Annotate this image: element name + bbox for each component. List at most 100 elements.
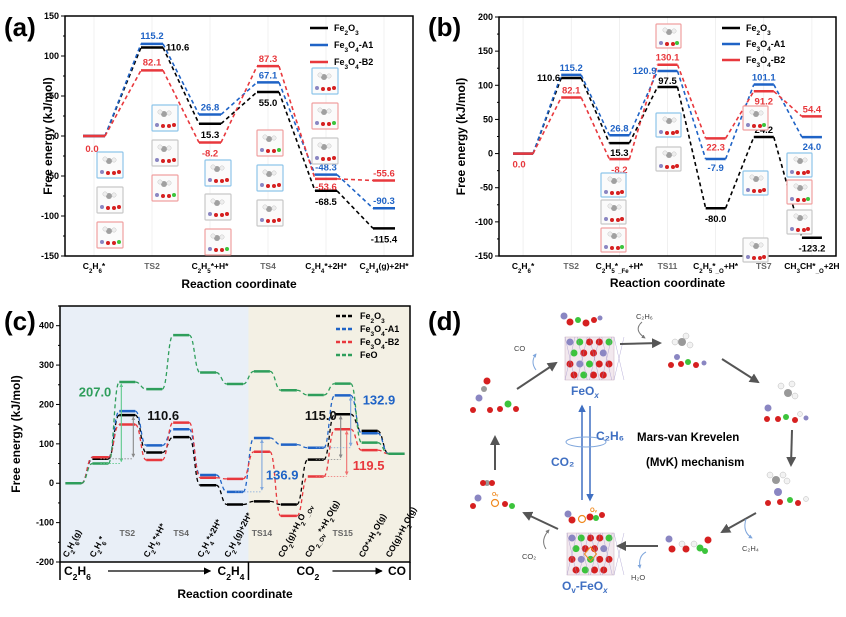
atom-hydrogen — [793, 183, 799, 189]
y-tick-label: -100 — [41, 211, 59, 221]
lattice-atom — [587, 555, 594, 563]
connector-line — [188, 421, 201, 479]
atom-surface — [332, 121, 336, 125]
connector-line — [773, 84, 803, 138]
atom-surface — [172, 158, 176, 162]
adsorption-structure-image — [96, 221, 124, 249]
atom-oxygen — [758, 189, 762, 193]
atom-fe — [155, 193, 159, 197]
legend-label: Fe3O4-B2 — [360, 337, 399, 351]
atom-carbon — [611, 178, 617, 184]
x-category-label: TS7 — [756, 261, 772, 271]
connector-line — [532, 97, 562, 154]
legend-label: Fe2O3 — [360, 311, 385, 325]
atom-hydrogen — [802, 157, 808, 163]
atom-carbon — [214, 235, 220, 241]
value-label: 26.8 — [201, 103, 220, 114]
connector-line — [323, 428, 336, 478]
value-label: 54.4 — [803, 104, 822, 115]
structure-thumbnails — [600, 23, 813, 263]
adsorption-structure-image — [786, 209, 813, 235]
ov-feox-top-surface: Oᵥ — [564, 508, 605, 524]
structure-frame — [96, 186, 124, 214]
atom-oxygen — [272, 219, 276, 223]
atom-hydrogen — [262, 204, 268, 210]
c2h6-in-arrow — [637, 321, 646, 339]
value-label: -7.9 — [707, 163, 723, 174]
atom-fe — [315, 121, 319, 125]
intermediate-oh-surface — [665, 535, 712, 554]
legend-label: Fe2O3 — [746, 23, 771, 37]
atom-oxygen — [167, 194, 171, 198]
atom-carbon — [797, 158, 803, 164]
atom-surface — [277, 183, 281, 187]
lattice-bond — [589, 336, 600, 381]
atom-hydrogen — [102, 156, 108, 162]
connector-line — [724, 90, 755, 139]
lattice-atom — [576, 338, 584, 346]
value-label: 110.6 — [537, 73, 560, 84]
ov-feox-label: Ov-FeOx — [562, 579, 608, 595]
h2o-out-label: H₂O — [631, 573, 645, 582]
connector-line — [724, 84, 755, 160]
atom-oxygen — [752, 256, 756, 260]
atom-surface — [117, 240, 121, 244]
value-label: -8.2 — [611, 165, 627, 176]
connector-line — [220, 91, 258, 125]
legend: Fe2O3 Fe3O4-A1 Fe3O4-B2 — [722, 23, 785, 69]
atom-hydrogen — [271, 170, 277, 176]
ov-label-bottom: Oᵥ — [590, 508, 598, 514]
y-tick-label: -150 — [475, 251, 493, 261]
atom-hydrogen — [102, 226, 108, 232]
atom-oxygen — [610, 191, 614, 195]
atom-surface — [117, 170, 121, 174]
connector-line — [162, 43, 200, 115]
value-label: 0.0 — [512, 160, 525, 171]
h2o-out-arrow — [637, 551, 647, 569]
atom-hydrogen — [607, 231, 613, 237]
intermediate-c2h6-adsorbed — [668, 332, 707, 368]
lattice-atom — [595, 338, 603, 346]
atom-surface — [620, 245, 624, 249]
cycle-rotation-icon — [565, 436, 607, 448]
barrier-label: 115.0 — [305, 408, 337, 423]
y-tick-label: 0 — [54, 131, 59, 141]
atom-fe — [604, 217, 608, 221]
x-axis-title: Reaction coordinate — [181, 277, 297, 291]
atom-hydrogen — [326, 73, 332, 79]
ov-feox-lattice-bottom — [566, 532, 625, 576]
x-category-label: TS4 — [260, 261, 276, 271]
atom-oxygen — [214, 179, 218, 183]
atom-fe — [746, 255, 750, 259]
atom-fe — [208, 212, 212, 216]
atom-hydrogen — [607, 203, 613, 209]
connector-line — [278, 65, 316, 180]
plot-frame — [64, 15, 414, 257]
adsorption-structure-image — [655, 146, 682, 172]
atom-oxygen — [161, 159, 165, 163]
lattice-atom — [576, 360, 584, 368]
y-tick-label: 100 — [39, 439, 54, 449]
value-label: -55.6 — [373, 168, 395, 179]
x-category-label: C2H6* — [87, 534, 110, 561]
connector-line — [628, 86, 659, 144]
atom-surface — [762, 123, 766, 127]
center-co2-label: CO₂ — [551, 455, 574, 469]
atom-carbon — [666, 118, 672, 124]
adsorption-structure-image — [600, 199, 627, 225]
atom-surface — [675, 130, 679, 134]
atom-fe — [659, 130, 663, 134]
atom-hydrogen — [210, 164, 216, 170]
cycle-arrow-8 — [516, 361, 558, 390]
value-label: 67.1 — [259, 70, 278, 81]
atom-hydrogen — [166, 145, 172, 151]
atom-fe — [746, 188, 750, 192]
atom-fe — [155, 158, 159, 162]
chart-c: -200-1000100200300400C2H6(g)C2H6*TS2C2H5… — [9, 305, 418, 601]
atom-hydrogen — [749, 109, 755, 115]
atom-carbon — [106, 228, 112, 234]
atom-surface — [675, 41, 679, 45]
atom-surface — [806, 197, 810, 201]
barrier-label: 136.9 — [266, 467, 299, 482]
